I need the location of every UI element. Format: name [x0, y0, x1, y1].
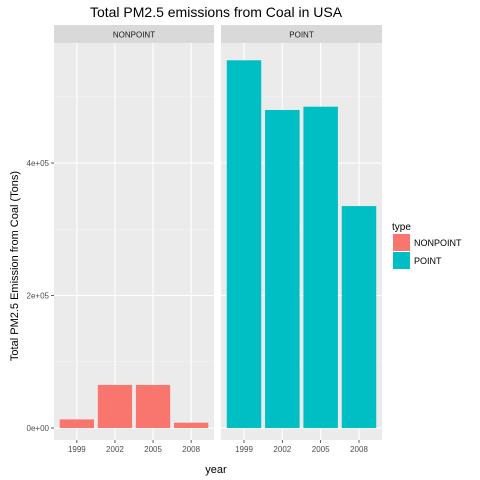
x-tick-label: 1999: [68, 445, 86, 454]
x-tick-label: 2005: [312, 445, 330, 454]
bar-nonpoint-2005: [135, 384, 171, 428]
facet-strip-label: POINT: [289, 31, 314, 40]
chart-title: Total PM2.5 emissions from Coal in USA: [90, 4, 343, 20]
x-tick-label: 1999: [235, 445, 253, 454]
bar-point-2008: [341, 206, 377, 428]
bar-point-2005: [303, 106, 338, 428]
legend-title: type: [392, 222, 411, 233]
x-tick-label: 2005: [144, 445, 162, 454]
bar-point-2002: [265, 110, 300, 428]
y-axis: 0e+00 2e+05 4e+05: [27, 159, 54, 433]
facet-strip-label: NONPOINT: [113, 31, 155, 40]
bar-nonpoint-2008: [174, 422, 209, 428]
y-tick-label: 0e+00: [27, 424, 50, 433]
facet-strip: [221, 25, 382, 43]
y-axis-title: Total PM2.5 Emission from Coal (Tons): [9, 171, 21, 361]
bar-nonpoint-1999: [59, 419, 94, 428]
legend-item-nonpoint: NONPOINT: [393, 234, 462, 251]
bar-nonpoint-2002: [97, 384, 133, 428]
facet-strip: [54, 25, 214, 43]
legend-key: [393, 234, 410, 251]
y-tick-label: 4e+05: [27, 159, 50, 168]
y-tick-label: 2e+05: [27, 292, 50, 301]
x-tick-label: 2002: [106, 445, 124, 454]
facet-panels: NONPOINT 1999 2002 2005 2008 POINT 1999 2002 200…: [54, 25, 382, 454]
legend-label: POINT: [414, 256, 442, 266]
facet-panel-nonpoint: NONPOINT 1999 2002 2005 2008: [54, 25, 214, 454]
x-tick-label: 2008: [182, 445, 200, 454]
facet-panel-point: POINT 1999 2002 2005 2008: [221, 25, 382, 454]
legend-key: [393, 252, 410, 269]
x-axis-title: year: [205, 464, 227, 476]
bar-point-1999: [226, 60, 262, 428]
legend-item-point: POINT: [393, 252, 442, 269]
legend-label: NONPOINT: [414, 238, 462, 248]
x-tick-label: 2002: [273, 445, 291, 454]
x-tick-label: 2008: [350, 445, 368, 454]
panel-background: [54, 43, 214, 440]
